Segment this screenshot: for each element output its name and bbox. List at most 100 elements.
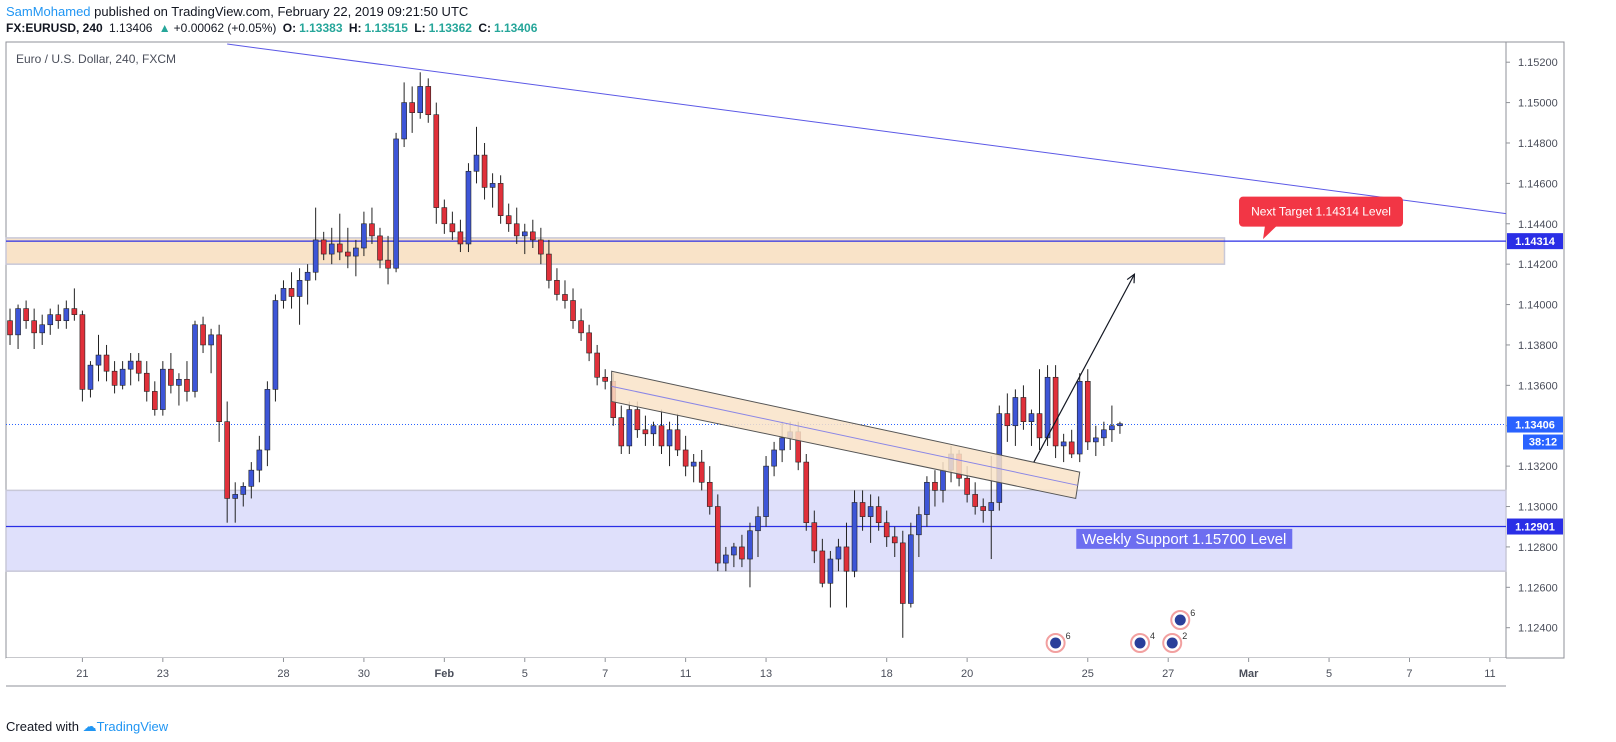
candle-body[interactable]: [1084, 381, 1091, 443]
candle-body[interactable]: [425, 86, 432, 116]
candle-body[interactable]: [698, 461, 705, 483]
tradingview-link[interactable]: TradingView: [96, 719, 169, 734]
candle-body[interactable]: [216, 334, 222, 422]
candle-body[interactable]: [320, 239, 327, 255]
candle-body[interactable]: [1052, 376, 1059, 447]
weekly-support-callout[interactable]: Weekly Support 1.15700 Level: [1076, 528, 1293, 549]
candle-body[interactable]: [1020, 397, 1027, 422]
candle-body[interactable]: [835, 546, 842, 560]
tradingview-logo-icon[interactable]: ☁: [82, 718, 97, 734]
candle-body[interactable]: [779, 437, 785, 451]
candle-body[interactable]: [642, 429, 649, 435]
candle-body[interactable]: [1004, 413, 1011, 427]
candle-body[interactable]: [1093, 437, 1099, 443]
candle-body[interactable]: [224, 421, 230, 499]
resistance-zone[interactable]: [5, 237, 1226, 265]
candle-body[interactable]: [79, 314, 86, 390]
candle-body[interactable]: [63, 308, 70, 322]
candle-body[interactable]: [851, 502, 858, 572]
candle-body[interactable]: [1076, 381, 1083, 455]
candle-body[interactable]: [296, 280, 303, 297]
candle-body[interactable]: [31, 320, 37, 334]
candle-body[interactable]: [1036, 413, 1043, 439]
candle-body[interactable]: [208, 334, 214, 346]
candle-body[interactable]: [634, 409, 641, 431]
candle-body[interactable]: [570, 300, 576, 322]
candle-body[interactable]: [87, 364, 94, 390]
candle-body[interactable]: [819, 550, 826, 584]
candle-body[interactable]: [1117, 423, 1123, 427]
candle-body[interactable]: [288, 288, 295, 297]
candle-body[interactable]: [345, 251, 351, 257]
candle-body[interactable]: [731, 546, 737, 556]
candle-body[interactable]: [449, 223, 456, 233]
candle-body[interactable]: [988, 502, 995, 511]
candle-body[interactable]: [972, 494, 978, 507]
candle-body[interactable]: [457, 231, 464, 245]
candle-body[interactable]: [891, 536, 898, 544]
candle-body[interactable]: [152, 391, 158, 410]
candle-body[interactable]: [119, 368, 126, 386]
candle-body[interactable]: [763, 465, 769, 517]
candle-body[interactable]: [55, 314, 62, 322]
candle-body[interactable]: [272, 300, 279, 390]
candle-body[interactable]: [103, 354, 110, 372]
candle-body[interactable]: [747, 530, 753, 560]
candle-body[interactable]: [674, 429, 681, 451]
candle-body[interactable]: [232, 494, 239, 499]
candle-body[interactable]: [682, 449, 689, 467]
candle-body[interactable]: [1044, 376, 1051, 439]
candle-body[interactable]: [867, 506, 874, 517]
time-axis[interactable]: [6, 658, 1506, 686]
candle-body[interactable]: [497, 183, 504, 216]
descending-channel[interactable]: [611, 370, 1081, 500]
candle-body[interactable]: [256, 449, 263, 471]
candle-body[interactable]: [771, 449, 777, 467]
candle-body[interactable]: [248, 469, 255, 487]
candle-body[interactable]: [71, 308, 78, 315]
candle-body[interactable]: [409, 102, 415, 113]
candle-body[interactable]: [433, 114, 440, 208]
candle-body[interactable]: [385, 259, 391, 269]
candle-body[interactable]: [1101, 429, 1107, 439]
candle-body[interactable]: [658, 425, 665, 447]
candle-body[interactable]: [361, 223, 367, 249]
candle-body[interactable]: [513, 223, 520, 237]
candle-body[interactable]: [280, 288, 287, 301]
candle-body[interactable]: [1028, 413, 1035, 422]
candle-body[interactable]: [755, 516, 761, 532]
candle-body[interactable]: [940, 469, 946, 491]
next-target-callout[interactable]: Next Target 1.14314 Level: [1239, 196, 1404, 240]
economic-event-icon[interactable]: 2: [1162, 631, 1187, 653]
economic-event-icon[interactable]: 6: [1045, 631, 1071, 653]
price-axis[interactable]: [1505, 41, 1565, 659]
candle-body[interactable]: [7, 320, 13, 336]
candle-body[interactable]: [586, 332, 592, 354]
candle-body[interactable]: [932, 481, 938, 491]
candle-body[interactable]: [899, 542, 906, 604]
author-link[interactable]: SamMohamed: [6, 4, 91, 19]
candle-body[interactable]: [924, 481, 930, 515]
candle-body[interactable]: [15, 308, 21, 336]
candle-body[interactable]: [811, 522, 818, 552]
candle-body[interactable]: [240, 486, 247, 495]
candle-body[interactable]: [377, 235, 383, 261]
candle-body[interactable]: [1012, 397, 1019, 427]
candle-body[interactable]: [39, 324, 45, 334]
candle-body[interactable]: [803, 461, 810, 523]
candle-body[interactable]: [908, 534, 914, 604]
candle-body[interactable]: [505, 215, 512, 225]
candle-body[interactable]: [626, 409, 633, 447]
candle-body[interactable]: [328, 243, 335, 255]
candle-body[interactable]: [690, 461, 697, 467]
candle-body[interactable]: [827, 558, 834, 584]
projection-arrow[interactable]: [1033, 273, 1135, 463]
candle-body[interactable]: [184, 378, 190, 392]
candle-body[interactable]: [530, 231, 536, 241]
candle-body[interactable]: [594, 352, 600, 378]
candle-body[interactable]: [489, 183, 496, 188]
candle-body[interactable]: [706, 481, 713, 507]
economic-event-icon[interactable]: 4: [1130, 631, 1155, 653]
candle-body[interactable]: [473, 154, 480, 172]
